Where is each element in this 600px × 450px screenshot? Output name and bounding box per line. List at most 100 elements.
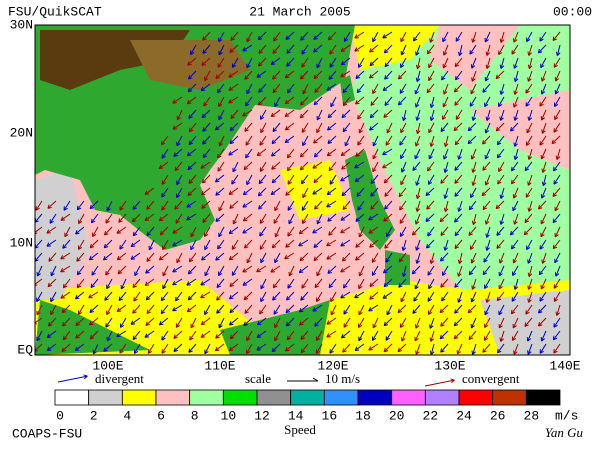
wind-arrow-head: [482, 90, 487, 93]
wind-arrow: [186, 213, 197, 221]
wind-arrow-head: [258, 64, 263, 67]
wind-arrow-head: [160, 296, 163, 301]
wind-arrow: [526, 122, 533, 134]
wind-arrow-head: [313, 48, 316, 53]
wind-arrow: [470, 239, 477, 250]
wind-arrow-head: [313, 259, 318, 261]
wind-arrow-head: [496, 296, 499, 301]
wind-arrow: [216, 304, 225, 314]
wind-arrow-head: [90, 337, 95, 340]
wind-arrow: [369, 70, 379, 79]
wind-arrow: [454, 239, 463, 249]
wind-arrow-head: [444, 195, 448, 199]
wind-arrow-head: [105, 324, 110, 328]
wind-arrow-head: [499, 260, 504, 264]
wind-arrow: [500, 187, 505, 199]
wind-arrow: [427, 291, 435, 302]
wind-arrow-head: [35, 207, 40, 211]
wind-arrow: [453, 317, 463, 327]
wind-arrow-head: [500, 338, 504, 342]
wind-arrow: [428, 57, 435, 68]
wind-arrow: [187, 265, 197, 275]
wind-arrow-head: [174, 296, 177, 301]
wind-arrow-head: [202, 127, 205, 132]
wind-arrow-head: [440, 259, 445, 262]
wind-arrow: [398, 70, 407, 80]
wind-arrow: [553, 291, 561, 302]
wind-arrow-head: [314, 285, 319, 289]
wind-arrow: [443, 83, 449, 95]
wind-arrow-head: [299, 323, 304, 326]
wind-arrow: [425, 187, 435, 196]
wind-arrow: [313, 96, 323, 106]
wind-arrow: [415, 135, 421, 147]
wind-arrow-head: [369, 113, 372, 118]
wind-arrow: [454, 96, 463, 106]
wind-arrow: [64, 226, 71, 237]
wind-arrow-head: [176, 143, 181, 147]
wind-arrow-head: [471, 116, 474, 121]
wind-arrow-head: [300, 168, 305, 171]
wind-arrow: [369, 44, 379, 53]
wind-arrow-head: [62, 246, 67, 249]
wind-arrow-head: [415, 194, 418, 199]
wind-arrow-head: [358, 65, 363, 68]
wind-arrow-head: [540, 286, 545, 290]
wind-arrow: [229, 330, 239, 340]
land: [345, 150, 395, 250]
wind-arrow-head: [299, 310, 304, 313]
wind-arrow-head: [370, 192, 373, 197]
wind-arrow-head: [145, 219, 150, 221]
wind-arrow-head: [541, 78, 546, 82]
wind-arrow: [200, 278, 211, 286]
wind-arrow: [246, 57, 253, 68]
wind-arrow: [369, 122, 379, 131]
wind-arrow-head: [287, 88, 289, 93]
wind-arrow-head: [158, 320, 162, 326]
wind-arrow: [384, 70, 393, 80]
wind-arrow-head: [443, 65, 447, 69]
wind-arrow: [554, 109, 561, 120]
wind-arrow-head: [514, 91, 518, 95]
wind-arrow-head: [257, 35, 260, 40]
legend-arrow-head: [450, 378, 455, 381]
wind-arrow-head: [285, 128, 290, 131]
wind-arrow-head: [242, 229, 246, 234]
wind-arrow-head: [228, 99, 232, 104]
wind-arrow: [232, 161, 239, 173]
wind-arrow-head: [230, 337, 235, 340]
wind-arrow: [528, 44, 533, 56]
wind-arrow-head: [458, 156, 462, 160]
wind-arrow-head: [48, 324, 53, 327]
wind-arrow-head: [541, 195, 546, 199]
wind-arrow: [524, 161, 533, 171]
wind-arrow-head: [132, 311, 137, 314]
wind-arrow: [509, 226, 519, 236]
wind-arrow-head: [201, 204, 204, 209]
wind-arrow: [273, 304, 281, 315]
wind-arrow-head: [340, 229, 344, 234]
wind-arrow: [486, 44, 491, 56]
wind-arrow: [260, 109, 267, 120]
wind-arrow-head: [455, 77, 460, 81]
wind-arrow-head: [300, 155, 305, 158]
wind-arrow-head: [188, 127, 191, 132]
wind-arrow-head: [471, 38, 474, 43]
wind-arrow-head: [316, 65, 321, 69]
wind-arrow-head: [539, 272, 544, 276]
wind-arrow: [204, 304, 211, 315]
wind-arrow-head: [314, 324, 319, 327]
wind-arrow-head: [245, 155, 250, 159]
wind-arrow: [439, 304, 449, 313]
wind-arrow: [512, 200, 519, 211]
wind-arrow-head: [341, 167, 346, 170]
wind-arrow-head: [330, 104, 335, 108]
wind-arrow: [106, 304, 113, 315]
wind-arrow-head: [354, 164, 358, 169]
wind-arrow: [341, 161, 351, 170]
wind-arrow-head: [440, 181, 445, 184]
wind-arrow: [35, 252, 43, 262]
wind-arrow-head: [286, 64, 291, 67]
wind-arrow: [299, 161, 309, 171]
wind-arrow: [77, 304, 85, 315]
